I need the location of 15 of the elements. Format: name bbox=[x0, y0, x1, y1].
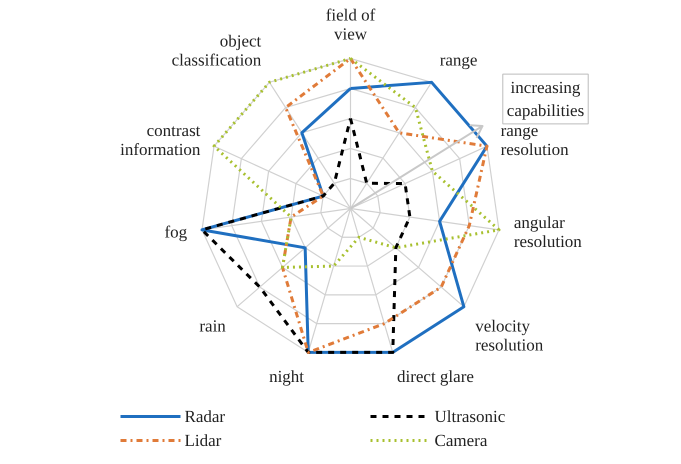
spoke-label: direct glare bbox=[396, 366, 474, 386]
legend-label: Lidar bbox=[184, 431, 222, 450]
spoke-label: angular resolution bbox=[514, 212, 582, 251]
spoke-label: velocity resolution bbox=[475, 316, 544, 355]
spoke-label: fog bbox=[164, 222, 188, 242]
legend-label: Radar bbox=[184, 407, 226, 426]
spoke-label: rain bbox=[199, 316, 226, 336]
spoke-label: object classification bbox=[172, 32, 262, 70]
spoke-label: range bbox=[440, 50, 478, 70]
legend-label: Ultrasonic bbox=[434, 407, 506, 426]
spoke-label: night bbox=[269, 366, 304, 386]
spoke-label: range resolution bbox=[500, 120, 570, 159]
spoke-label: contrast information bbox=[120, 120, 201, 159]
spoke-label: field of view bbox=[326, 6, 376, 44]
legend-label: Camera bbox=[434, 431, 488, 450]
